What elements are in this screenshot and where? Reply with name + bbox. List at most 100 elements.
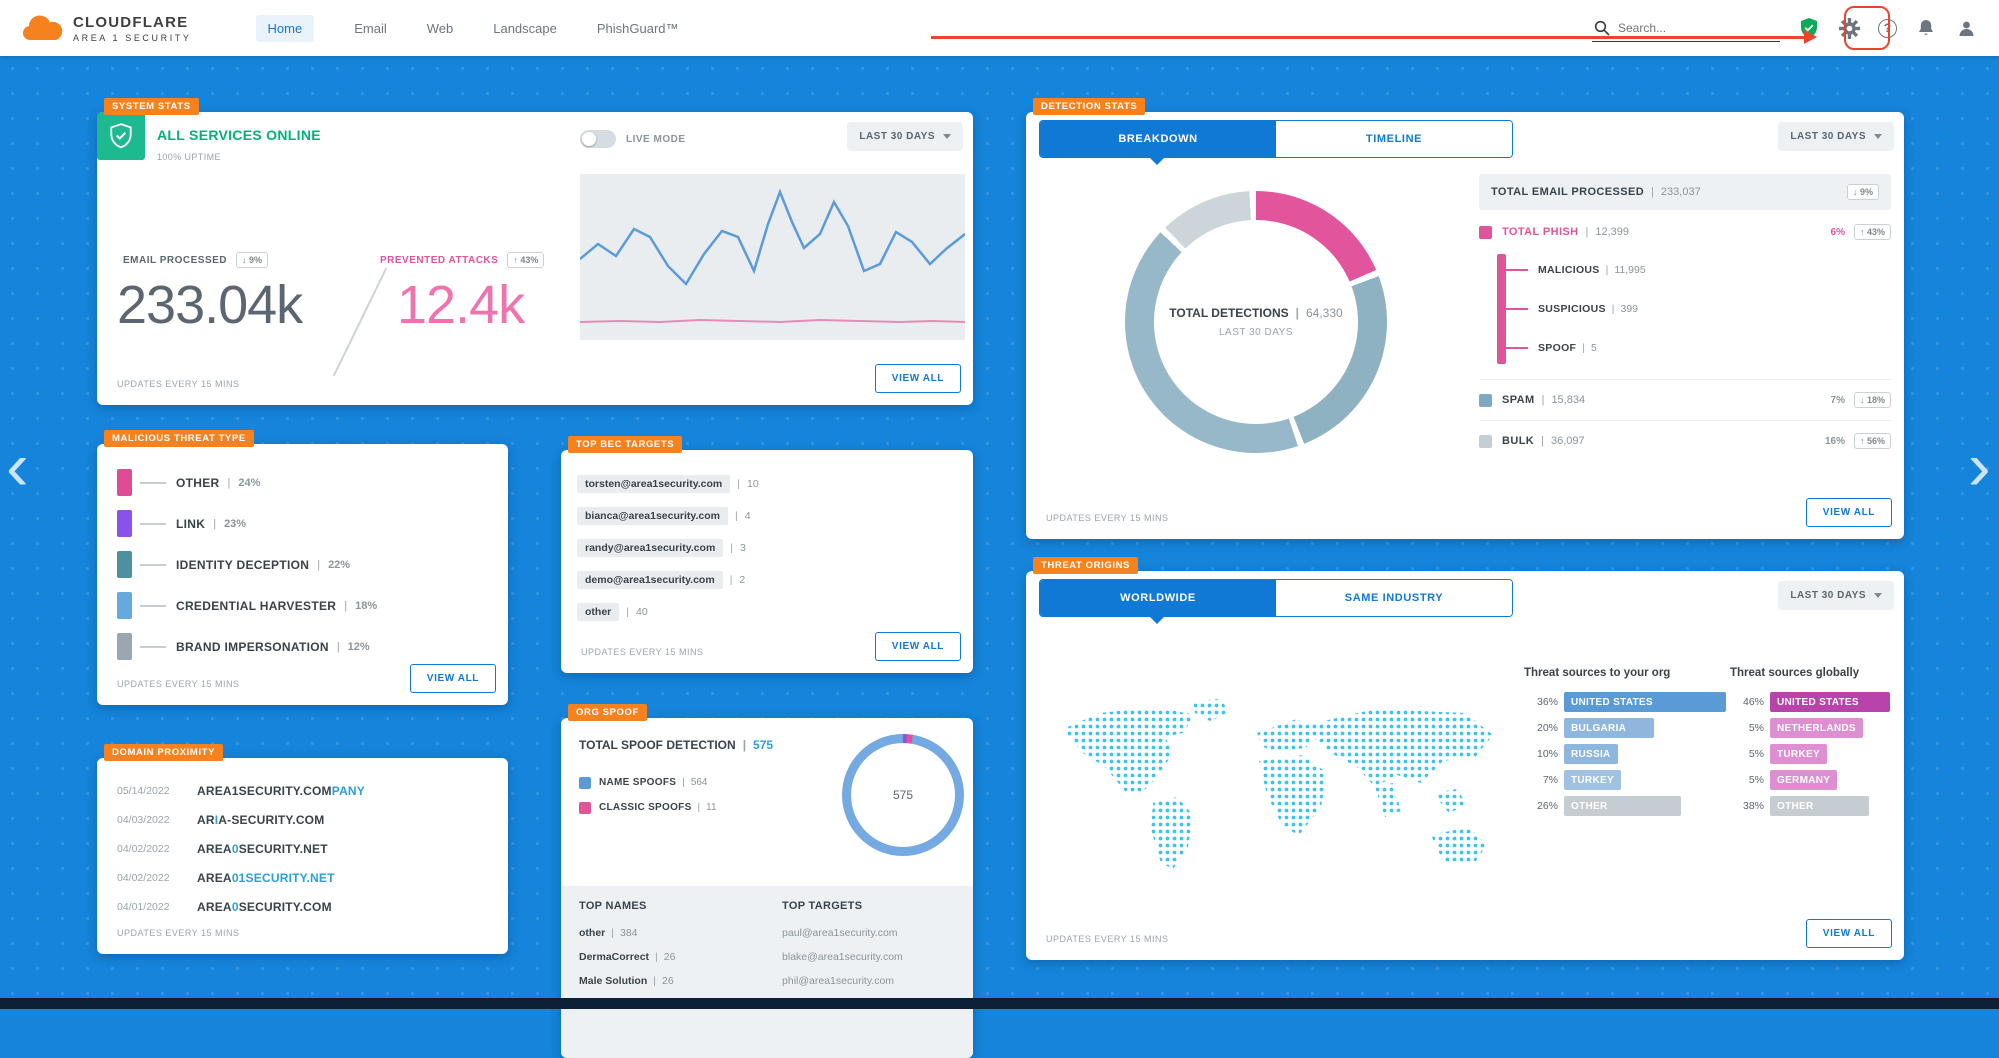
origin-row: 20% BULGARIA bbox=[1524, 715, 1732, 741]
chevron-down-icon bbox=[943, 134, 951, 139]
nav-item-phishguard[interactable]: PhishGuard™ bbox=[596, 20, 679, 36]
brand-logo[interactable]: CLOUDFLARE AREA 1 SECURITY bbox=[22, 14, 192, 43]
system-stats-tag: SYSTEM STATS bbox=[104, 98, 199, 115]
chevron-down-icon bbox=[1874, 134, 1882, 139]
nav-item-landscape[interactable]: Landscape bbox=[493, 20, 557, 36]
help-glyph: ? bbox=[1883, 21, 1892, 35]
settings-gear-icon[interactable] bbox=[1838, 17, 1860, 39]
domain-row: 04/02/2022 AREA0SECURITY.NET bbox=[117, 834, 492, 863]
bulk-swatch bbox=[1479, 434, 1492, 448]
spoof-total-count: 575 bbox=[753, 738, 774, 752]
nav-item-email[interactable]: Email bbox=[354, 20, 387, 36]
prevented-attacks-value: 12.4k bbox=[397, 275, 525, 335]
legend-swatch bbox=[117, 510, 132, 537]
brand-subtitle: AREA 1 SECURITY bbox=[73, 32, 192, 43]
threat-type-legend: OTHER | 24% LINK | 23% IDENTITY DECEPTIO… bbox=[117, 462, 377, 667]
search-input[interactable] bbox=[1618, 20, 1774, 35]
domain-name: AREA0SECURITY.NET bbox=[197, 841, 328, 856]
origin-row: 7% TURKEY bbox=[1524, 767, 1732, 793]
user-account-icon[interactable] bbox=[1955, 17, 1977, 39]
date-range-label: LAST 30 DAYS bbox=[1790, 131, 1866, 142]
malicious-threat-type-card: MALICIOUS THREAT TYPE OTHER | 24% LINK |… bbox=[97, 430, 508, 705]
legend-row: CREDENTIAL HARVESTER | 18% bbox=[117, 585, 377, 626]
uptime-text: 100% UPTIME bbox=[157, 152, 221, 162]
updates-note: UPDATES EVERY 15 MINS bbox=[1046, 934, 1169, 944]
world-map-dotted bbox=[1045, 695, 1517, 898]
top-name-row: other | 384 bbox=[579, 927, 638, 939]
carousel-right-chevron-icon[interactable]: › bbox=[1968, 428, 1991, 504]
top-target-row: blake@area1security.com bbox=[782, 951, 903, 963]
phish-sub-breakdown: MALICIOUS | 11,995 SUSPICIOUS | 399 SPOO… bbox=[1497, 250, 1891, 367]
phish-sub-row: MALICIOUS | 11,995 bbox=[1506, 250, 1891, 289]
detection-breakdown-panel: TOTAL EMAIL PROCESSED | 233,037 ↓ 9% TOT… bbox=[1479, 174, 1891, 449]
tab-timeline[interactable]: TIMELINE bbox=[1276, 121, 1512, 157]
legend-label: CLASSIC SPOOFS bbox=[599, 802, 692, 813]
live-mode-label: LIVE MODE bbox=[626, 133, 686, 145]
updates-note: UPDATES EVERY 15 MINS bbox=[581, 647, 704, 657]
date-range-dropdown[interactable]: LAST 30 DAYS bbox=[847, 122, 963, 151]
bec-target-count: 40 bbox=[635, 606, 648, 618]
top-bec-targets-card: TOP BEC TARGETS torsten@area1security.co… bbox=[561, 436, 973, 673]
legend-swatch bbox=[117, 592, 132, 619]
nav-item-home[interactable]: Home bbox=[255, 14, 315, 42]
updates-note: UPDATES EVERY 15 MINS bbox=[117, 928, 240, 938]
legend-connector bbox=[140, 522, 166, 525]
origin-bar: BULGARIA bbox=[1564, 718, 1654, 738]
delta-badge: ↑ 56% bbox=[1853, 433, 1891, 449]
view-all-button[interactable]: VIEW ALL bbox=[874, 364, 961, 393]
tab-breakdown[interactable]: BREAKDOWN bbox=[1040, 121, 1276, 157]
carousel-left-chevron-icon[interactable]: ‹ bbox=[6, 428, 29, 504]
bulk-row: BULK | 36,097 16% ↑ 56% bbox=[1479, 420, 1891, 449]
annotation-red-line bbox=[931, 36, 1804, 39]
tab-same-industry[interactable]: SAME INDUSTRY bbox=[1276, 580, 1512, 616]
legend-swatch bbox=[117, 633, 132, 660]
legend-swatch bbox=[579, 776, 591, 789]
primary-nav: Home Email Web Landscape PhishGuard™ bbox=[255, 14, 679, 42]
total-phish-row: TOTAL PHISH | 12,399 6% ↑ 43% bbox=[1479, 224, 1891, 240]
legend-value: 564 bbox=[690, 777, 708, 788]
legend-row: LINK | 23% bbox=[117, 503, 377, 544]
bec-target-email: demo@area1security.com bbox=[577, 571, 723, 589]
legend-label: CREDENTIAL HARVESTER bbox=[176, 598, 337, 613]
nav-item-web[interactable]: Web bbox=[426, 20, 454, 36]
spoof-detection-title: TOTAL SPOOF DETECTION | 575 bbox=[579, 738, 774, 752]
view-all-button[interactable]: VIEW ALL bbox=[874, 632, 961, 661]
updates-note: UPDATES EVERY 15 MINS bbox=[1046, 513, 1169, 523]
legend-label: LINK bbox=[176, 516, 206, 531]
notifications-bell-icon[interactable] bbox=[1915, 17, 1937, 39]
org-column-header: Threat sources to your org bbox=[1524, 667, 1671, 679]
help-icon[interactable]: ? bbox=[1878, 18, 1897, 38]
donut-center: TOTAL DETECTIONS | 64,330 LAST 30 DAYS bbox=[1154, 220, 1358, 424]
view-all-button[interactable]: VIEW ALL bbox=[1805, 498, 1892, 527]
legend-row: CLASSIC SPOOFS | 11 bbox=[579, 795, 717, 820]
bec-target-count: 4 bbox=[744, 510, 751, 522]
legend-value: 11 bbox=[706, 802, 717, 813]
date-range-dropdown[interactable]: LAST 30 DAYS bbox=[1778, 581, 1894, 610]
threat-sources-global-column: Threat sources globally 46% UNITED STATE… bbox=[1730, 667, 1898, 819]
threat-origins-card: THREAT ORIGINS WORLDWIDE SAME INDUSTRY L… bbox=[1026, 557, 1904, 960]
legend-row: BRAND IMPERSONATION | 12% bbox=[117, 626, 377, 667]
spam-swatch bbox=[1479, 393, 1492, 407]
search-box[interactable] bbox=[1592, 15, 1780, 42]
legend-row: OTHER | 24% bbox=[117, 462, 377, 503]
bulk-percent: 16% bbox=[1824, 435, 1845, 447]
top-targets-column: TOP TARGETS paul@area1security.com blake… bbox=[782, 900, 955, 1044]
view-all-button[interactable]: VIEW ALL bbox=[1805, 919, 1892, 948]
live-mode-toggle[interactable] bbox=[580, 130, 616, 148]
view-all-button[interactable]: VIEW ALL bbox=[409, 664, 496, 693]
date-range-dropdown[interactable]: LAST 30 DAYS bbox=[1778, 122, 1894, 151]
legend-connector bbox=[140, 563, 166, 566]
system-stats-card: SYSTEM STATS ALL SERVICES ONLINE 100% UP… bbox=[97, 98, 973, 405]
top-nav-bar: CLOUDFLARE AREA 1 SECURITY Home Email We… bbox=[0, 0, 1999, 56]
origin-row: 46% UNITED STATES bbox=[1730, 689, 1898, 715]
legend-connector bbox=[140, 645, 166, 648]
tab-worldwide[interactable]: WORLDWIDE bbox=[1040, 580, 1276, 616]
origin-bar: NETHERLANDS bbox=[1770, 718, 1863, 738]
phish-vertical-bar bbox=[1497, 254, 1506, 364]
origin-row: 36% UNITED STATES bbox=[1524, 689, 1732, 715]
bec-target-email: other bbox=[577, 603, 620, 621]
email-processed-label: EMAIL PROCESSED bbox=[123, 254, 227, 266]
search-icon bbox=[1594, 20, 1610, 36]
toggle-knob bbox=[582, 132, 596, 146]
active-tab-caret bbox=[1149, 157, 1165, 165]
